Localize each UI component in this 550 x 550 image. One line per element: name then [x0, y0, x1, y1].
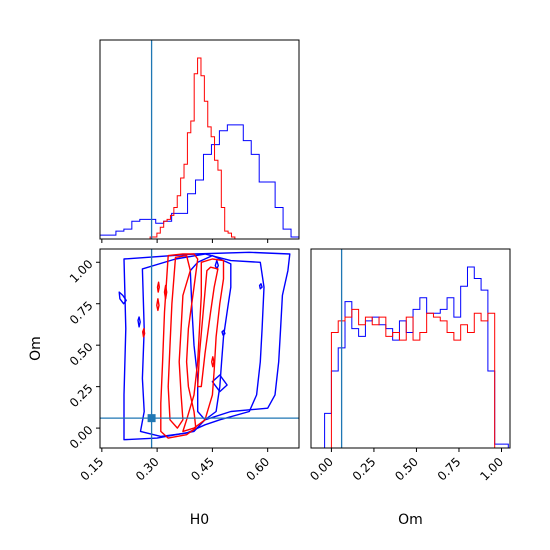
contour-red-5 — [163, 284, 168, 300]
contour-blue-7 — [258, 283, 263, 290]
hist-H0-step-red — [149, 57, 236, 239]
hist-Om-step-red — [330, 308, 502, 448]
contour-blue-2 — [189, 254, 232, 421]
contour-blue-8 — [211, 374, 228, 393]
contour-red-3 — [196, 266, 219, 388]
contour-red-8 — [210, 356, 215, 368]
hist-H0-step-blue — [100, 124, 299, 239]
contour-red-6 — [141, 327, 146, 338]
contour-blue-3 — [118, 291, 127, 305]
hist-Om-series-group — [317, 266, 509, 448]
contour-red-0 — [160, 253, 199, 439]
contour-ytick-label-2: 0.50 — [67, 340, 96, 369]
contour-ytick-label-3: 0.75 — [67, 298, 96, 327]
hist-Om-xtick-label-2: 0.50 — [392, 455, 421, 484]
hist-Om-xtick-label-0: 0.00 — [307, 455, 336, 484]
contour-xtick-label-2: 0.45 — [188, 455, 217, 484]
contour-red-7 — [156, 281, 161, 293]
contour-blue-4 — [137, 316, 141, 328]
hist-Om-step-blue — [317, 266, 509, 448]
contour-ytick-label-1: 0.25 — [67, 381, 96, 410]
hist-Om-xtick-label-4: 1.00 — [477, 455, 506, 484]
hist-Om-xlabel: Om — [398, 512, 423, 528]
contour-red-2 — [182, 258, 225, 433]
contour-blue-6 — [221, 329, 226, 336]
contour-ytick-label-4: 1.00 — [67, 257, 96, 286]
contour-group — [118, 251, 291, 441]
contour-ylabel: Om — [28, 336, 44, 361]
contour-xtick-label-3: 0.60 — [243, 455, 272, 484]
hist-H0-frame — [99, 39, 300, 240]
contour-blue-0 — [123, 251, 291, 441]
contour-blue-5 — [214, 259, 220, 270]
hist-H0-series-group — [100, 57, 299, 239]
contour-red-4 — [156, 298, 160, 312]
hist-Om-frame — [310, 248, 511, 449]
truth-marker — [147, 414, 156, 423]
hist-Om-xtick-label-3: 0.75 — [435, 455, 464, 484]
contour-xlabel: H0 — [190, 512, 209, 528]
contour-xtick-label-0: 0.15 — [78, 455, 107, 484]
contour-frame — [99, 248, 300, 449]
contour-ytick-label-0: 0.00 — [67, 423, 96, 452]
contour-red-1 — [167, 254, 192, 429]
hist-Om-xtick-label-1: 0.25 — [350, 455, 379, 484]
contour-xtick-label-1: 0.30 — [133, 455, 162, 484]
contour-blue-1 — [139, 253, 265, 438]
